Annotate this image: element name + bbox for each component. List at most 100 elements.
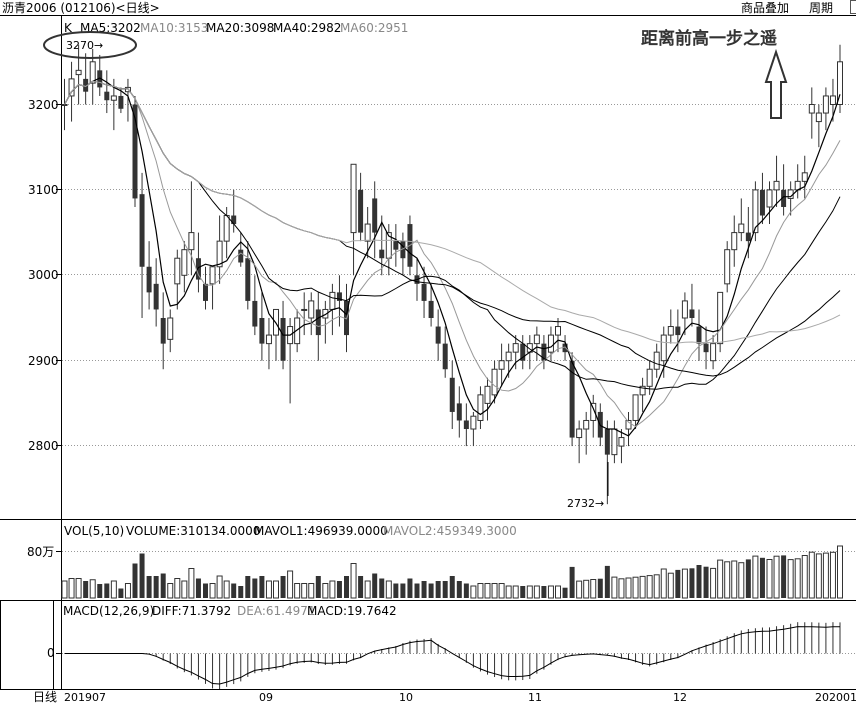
volume-bar [139,553,145,598]
volume-bar [449,576,455,598]
candle-body [97,70,103,88]
volume-bar [287,570,294,599]
volume-bar [273,580,279,599]
candle-body [139,194,145,267]
candle-body [428,300,434,318]
volume-bar [731,560,738,599]
window-edge-button[interactable] [850,0,856,14]
candle-body [245,258,251,301]
volume-bar [766,559,773,599]
candle-body [533,334,540,345]
overlay-commodity-button[interactable]: 商品叠加 [741,1,790,15]
volume-legend: VOLUME:310134.0000 [126,524,261,538]
candle-body [639,385,646,396]
candle-body [745,232,751,242]
macd-tick-label: 0 [47,646,55,660]
macd-histogram [64,622,841,690]
volume-bar [653,574,660,599]
candle-body [456,403,462,421]
candle-body [294,317,301,345]
candle-body [541,343,547,361]
candle-body [611,428,618,456]
candle-body [590,402,597,421]
volume-bar [569,566,575,598]
candle-body [358,189,364,233]
volume-bar [167,583,174,599]
candle-body [547,334,554,353]
candle-body [703,343,709,353]
volume-bar [829,551,836,599]
candle-body [837,61,843,105]
volume-bar [252,578,258,598]
volume-bar [470,585,477,599]
volume-bar [781,555,787,598]
candle-body [188,232,195,251]
volume-bar [372,573,378,598]
volume-bar [428,583,434,598]
price-tick-label: 3000 [28,268,59,282]
period-button[interactable]: 周期 [809,1,834,15]
candle-body [322,308,329,319]
volume-bar [498,583,505,599]
volume-bar [689,568,695,598]
x-tick-label: 202001 [815,691,856,704]
macd-value-legend: MACD:19.7642 [307,604,397,618]
volume-bar [315,576,321,598]
candle-body [400,241,406,259]
candle-body [731,232,738,251]
x-tick-label: 12 [673,691,687,704]
candle-legend-label: K [64,21,72,35]
volume-bar [491,583,498,599]
candle-body [75,69,82,76]
candle-body [555,326,561,336]
candle-body [562,343,568,353]
volume-bar [675,569,681,598]
volume-bar [442,581,448,598]
volume-bar [759,557,765,598]
volume-bar [153,576,159,598]
x-tick-label: 10 [399,691,413,704]
candle-body [308,300,315,319]
volume-bar [752,555,759,599]
volume-bar [385,580,392,599]
candle-body [68,78,75,97]
volume-bar [639,575,646,599]
volume-bar [329,580,336,599]
dea-legend: DEA:61.4971 [237,604,316,618]
candle-body [104,91,110,101]
candle-body [675,326,681,336]
chart-title: 沥青2006 (012106)<日线> [2,1,160,15]
candle-body [689,309,695,318]
x-tick-label: 201907 [64,691,106,704]
volume-bar [526,585,533,599]
volume-bar [604,565,610,598]
volume-bar [815,553,822,599]
volume-bar [421,581,427,598]
candle-body [259,318,265,344]
price-tick-label: 2800 [28,439,59,453]
volume-bar [414,583,420,598]
candle-body [160,318,166,344]
ma60-legend: MA60:2951 [340,21,409,35]
volume-bar [364,580,371,599]
candle-body [569,360,575,438]
volume-bar [583,579,590,599]
volume-bar [787,559,794,599]
volume-bar [132,563,138,598]
volume-bar [738,562,745,599]
candle-body [667,326,674,336]
volume-bar [301,583,308,599]
candle-body [625,419,632,430]
volume-bar [146,576,152,598]
volume-bar [118,588,124,598]
volume-bar [160,573,166,598]
diff-line [64,626,841,685]
volume-bar [590,579,597,599]
volume-bar [265,580,272,599]
ma10-legend: MA10:3153 [140,21,209,35]
candle-body [653,351,660,370]
volume-bar [794,558,801,599]
candle-body [646,368,653,387]
candle-body [463,420,469,430]
